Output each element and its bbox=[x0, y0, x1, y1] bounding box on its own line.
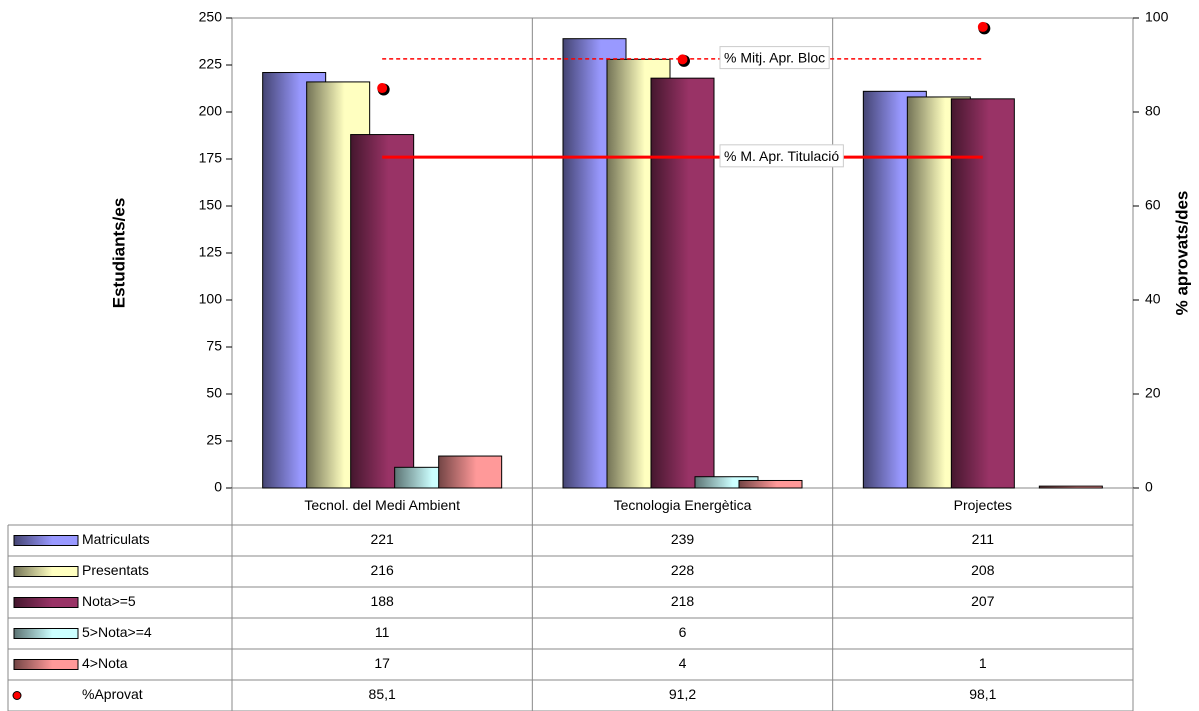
y-tick-label: 100 bbox=[199, 291, 223, 307]
bar bbox=[650, 77, 715, 489]
legend-label: 5>Nota>=4 bbox=[82, 624, 152, 640]
y2-tick-label: 60 bbox=[1145, 197, 1161, 213]
legend-label: %Aprovat bbox=[82, 686, 143, 702]
y2-tick-label: 20 bbox=[1145, 385, 1161, 401]
bar bbox=[950, 98, 1015, 489]
reference-label: % M. Apr. Titulació bbox=[724, 148, 839, 164]
table-cell: 221 bbox=[370, 531, 394, 547]
reference-label: % Mitj. Apr. Bloc bbox=[724, 50, 825, 66]
y-tick-label: 175 bbox=[199, 150, 223, 166]
table-cell: 98,1 bbox=[969, 686, 996, 702]
y-tick-label: 225 bbox=[199, 56, 223, 72]
y-tick-label: 0 bbox=[214, 479, 222, 495]
x-tick-label: Tecnol. del Medi Ambient bbox=[304, 497, 460, 513]
reference-label-bg bbox=[719, 144, 844, 168]
legend-swatch bbox=[13, 628, 79, 639]
y2-tick-label: 80 bbox=[1145, 103, 1161, 119]
y2-tick-label: 0 bbox=[1145, 479, 1153, 495]
bar bbox=[438, 455, 503, 489]
y-tick-label: 200 bbox=[199, 103, 223, 119]
table-cell: 211 bbox=[972, 531, 995, 547]
legend-label: Nota>=5 bbox=[82, 593, 136, 609]
table-cell: 17 bbox=[374, 655, 390, 671]
y-tick-label: 75 bbox=[206, 338, 222, 354]
y-tick-label: 250 bbox=[199, 9, 223, 25]
legend-swatch bbox=[13, 566, 79, 577]
y-tick-label: 125 bbox=[199, 244, 223, 260]
bar bbox=[350, 134, 415, 489]
table-cell: 4 bbox=[679, 655, 687, 671]
y2-tick-label: 100 bbox=[1145, 9, 1169, 25]
y-tick-label: 50 bbox=[206, 385, 222, 401]
y-tick-label: 25 bbox=[206, 432, 222, 448]
x-tick-label: Tecnologia Energètica bbox=[614, 497, 752, 513]
table-cell: 1 bbox=[979, 655, 987, 671]
reference-label-bg bbox=[719, 46, 830, 70]
table-cell: 11 bbox=[375, 624, 390, 640]
table-cell: 239 bbox=[671, 531, 695, 547]
legend-swatch bbox=[13, 659, 79, 670]
y2-tick-label: 40 bbox=[1145, 291, 1161, 307]
point bbox=[677, 54, 688, 65]
table-cell: 228 bbox=[671, 562, 695, 578]
y-tick-label: 150 bbox=[199, 197, 223, 213]
bar bbox=[738, 479, 803, 489]
table-cell: 208 bbox=[971, 562, 995, 578]
y2-axis-label: % aprovats/des bbox=[1172, 191, 1191, 316]
x-tick-label: Projectes bbox=[954, 497, 1012, 513]
legend-marker bbox=[12, 691, 22, 700]
point bbox=[977, 21, 988, 32]
table-cell: 218 bbox=[671, 593, 695, 609]
legend-label: 4>Nota bbox=[82, 655, 128, 671]
table-cell: 6 bbox=[679, 624, 687, 640]
table-cell: 216 bbox=[370, 562, 394, 578]
legend-swatch bbox=[13, 535, 79, 546]
table-cell: 207 bbox=[971, 593, 995, 609]
legend-label: Matriculats bbox=[82, 531, 150, 547]
y-axis-label: Estudiants/es bbox=[109, 198, 128, 309]
bar bbox=[1038, 485, 1103, 489]
legend-swatch bbox=[13, 597, 79, 608]
table-cell: 91,2 bbox=[669, 686, 696, 702]
table-cell: 85,1 bbox=[369, 686, 396, 702]
table-cell: 188 bbox=[370, 593, 394, 609]
point bbox=[377, 83, 388, 94]
legend-label: Presentats bbox=[82, 562, 149, 578]
